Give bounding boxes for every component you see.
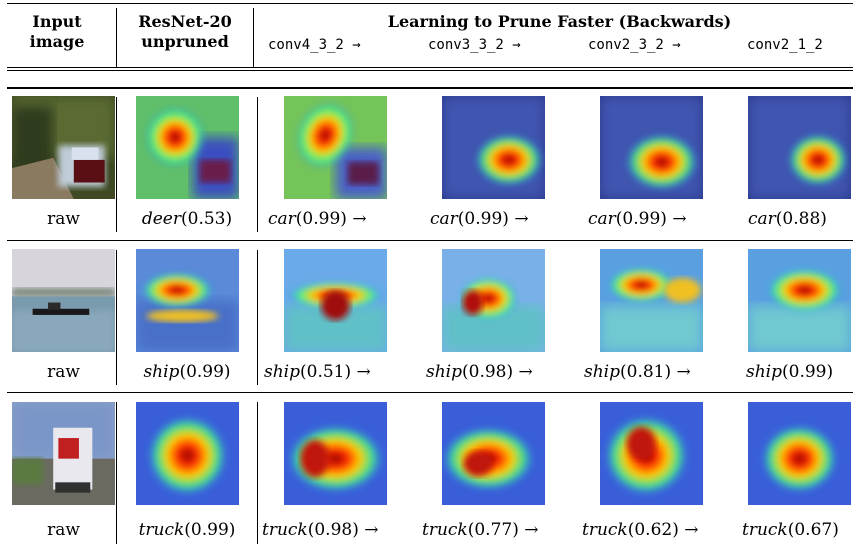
- class-score: (0.53): [181, 209, 233, 229]
- unpruned-header: ResNet-20 unpruned: [120, 12, 250, 52]
- row-rule: [7, 392, 853, 393]
- class-name: car: [748, 209, 776, 229]
- heatmap-conv2_3_2: [600, 249, 703, 352]
- layer-label: conv3_3_2 →: [428, 37, 521, 53]
- input-image-truck: [12, 402, 115, 505]
- header-line: Input: [32, 12, 82, 31]
- class-score: (0.99): [179, 362, 231, 382]
- pruned-caption: truck(0.62) →: [582, 520, 699, 540]
- heatmap-unpruned: [136, 96, 239, 199]
- column-divider: [253, 8, 254, 67]
- pruned-caption: car(0.99) →: [588, 209, 687, 229]
- class-score: (0.99) →: [615, 209, 687, 229]
- header-rule: [7, 67, 853, 68]
- pruned-caption: ship(0.98) →: [426, 362, 533, 382]
- class-score: (0.98) →: [462, 362, 533, 382]
- class-score: (0.99): [184, 520, 236, 540]
- column-divider: [257, 402, 258, 544]
- pruned-caption: ship(0.51) →: [264, 362, 371, 382]
- heatmap-conv3_3_2: [442, 96, 545, 199]
- pruned-caption: ship(0.99): [746, 362, 833, 382]
- class-score: (0.81) →: [620, 362, 691, 382]
- column-divider: [116, 8, 117, 67]
- heatmap-conv4_3_2: [284, 402, 387, 505]
- input-image-car: [12, 96, 115, 199]
- class-name: ship: [264, 362, 300, 382]
- class-score: (0.77) →: [467, 520, 539, 540]
- class-score: (0.98) →: [307, 520, 379, 540]
- heatmap-conv2_3_2: [600, 96, 703, 199]
- pruned-caption: truck(0.77) →: [422, 520, 539, 540]
- class-name: truck: [262, 520, 308, 540]
- class-name: truck: [422, 520, 468, 540]
- layer-label: conv2_1_2: [747, 37, 823, 53]
- pruned-caption: ship(0.81) →: [584, 362, 691, 382]
- class-name: car: [268, 209, 296, 229]
- section-rule: [7, 87, 853, 89]
- class-name: truck: [742, 520, 788, 540]
- input-image-header: Input image: [14, 12, 100, 52]
- pruned-caption: truck(0.98) →: [262, 520, 379, 540]
- header-line: image: [29, 32, 85, 51]
- column-divider: [116, 402, 117, 544]
- unpruned-caption: deer(0.53): [118, 209, 256, 229]
- top-rule: [7, 3, 853, 4]
- input-caption: raw: [47, 362, 80, 382]
- class-name: car: [588, 209, 616, 229]
- heatmap-conv2_1_2: [748, 402, 851, 505]
- class-name: truck: [138, 520, 185, 540]
- pruned-caption: car(0.99) →: [268, 209, 367, 229]
- heatmap-unpruned: [136, 249, 239, 352]
- header-line: ResNet-20: [138, 12, 232, 31]
- pruned-caption: car(0.99) →: [430, 209, 529, 229]
- class-score: (0.88): [775, 209, 827, 229]
- input-caption: raw: [47, 209, 80, 229]
- row-rule: [7, 240, 853, 241]
- layer-label: conv2_3_2 →: [588, 37, 681, 53]
- class-score: (0.99): [782, 362, 834, 382]
- class-name: ship: [426, 362, 462, 382]
- class-name: ship: [584, 362, 620, 382]
- heatmap-conv2_1_2: [748, 249, 851, 352]
- input-caption: raw: [47, 520, 80, 540]
- class-score: (0.67): [787, 520, 839, 540]
- class-name: deer: [141, 209, 181, 229]
- column-divider: [257, 97, 258, 232]
- class-score: (0.51) →: [300, 362, 371, 382]
- class-name: ship: [746, 362, 782, 382]
- input-image-ship: [12, 249, 115, 352]
- heatmap-conv4_3_2: [284, 96, 387, 199]
- pruned-caption: truck(0.67): [742, 520, 839, 540]
- heatmap-conv2_1_2: [748, 96, 851, 199]
- class-name: car: [430, 209, 458, 229]
- class-score: (0.62) →: [627, 520, 699, 540]
- heatmap-conv2_3_2: [600, 402, 703, 505]
- class-score: (0.99) →: [295, 209, 367, 229]
- class-name: ship: [143, 362, 180, 382]
- unpruned-caption: ship(0.99): [118, 362, 256, 382]
- heatmap-conv3_3_2: [442, 402, 545, 505]
- column-divider: [116, 250, 117, 385]
- pruned-caption: car(0.88): [748, 209, 827, 229]
- heatmap-conv4_3_2: [284, 249, 387, 352]
- class-name: truck: [582, 520, 628, 540]
- column-divider: [257, 250, 258, 385]
- heatmap-unpruned: [136, 402, 239, 505]
- class-score: (0.99) →: [457, 209, 529, 229]
- column-divider: [116, 97, 117, 232]
- header-rule: [7, 70, 853, 71]
- header-line: unpruned: [141, 32, 229, 51]
- layer-label: conv4_3_2 →: [268, 37, 361, 53]
- heatmap-conv3_3_2: [442, 249, 545, 352]
- unpruned-caption: truck(0.99): [118, 520, 256, 540]
- group-title: Learning to Prune Faster (Backwards): [387, 12, 732, 31]
